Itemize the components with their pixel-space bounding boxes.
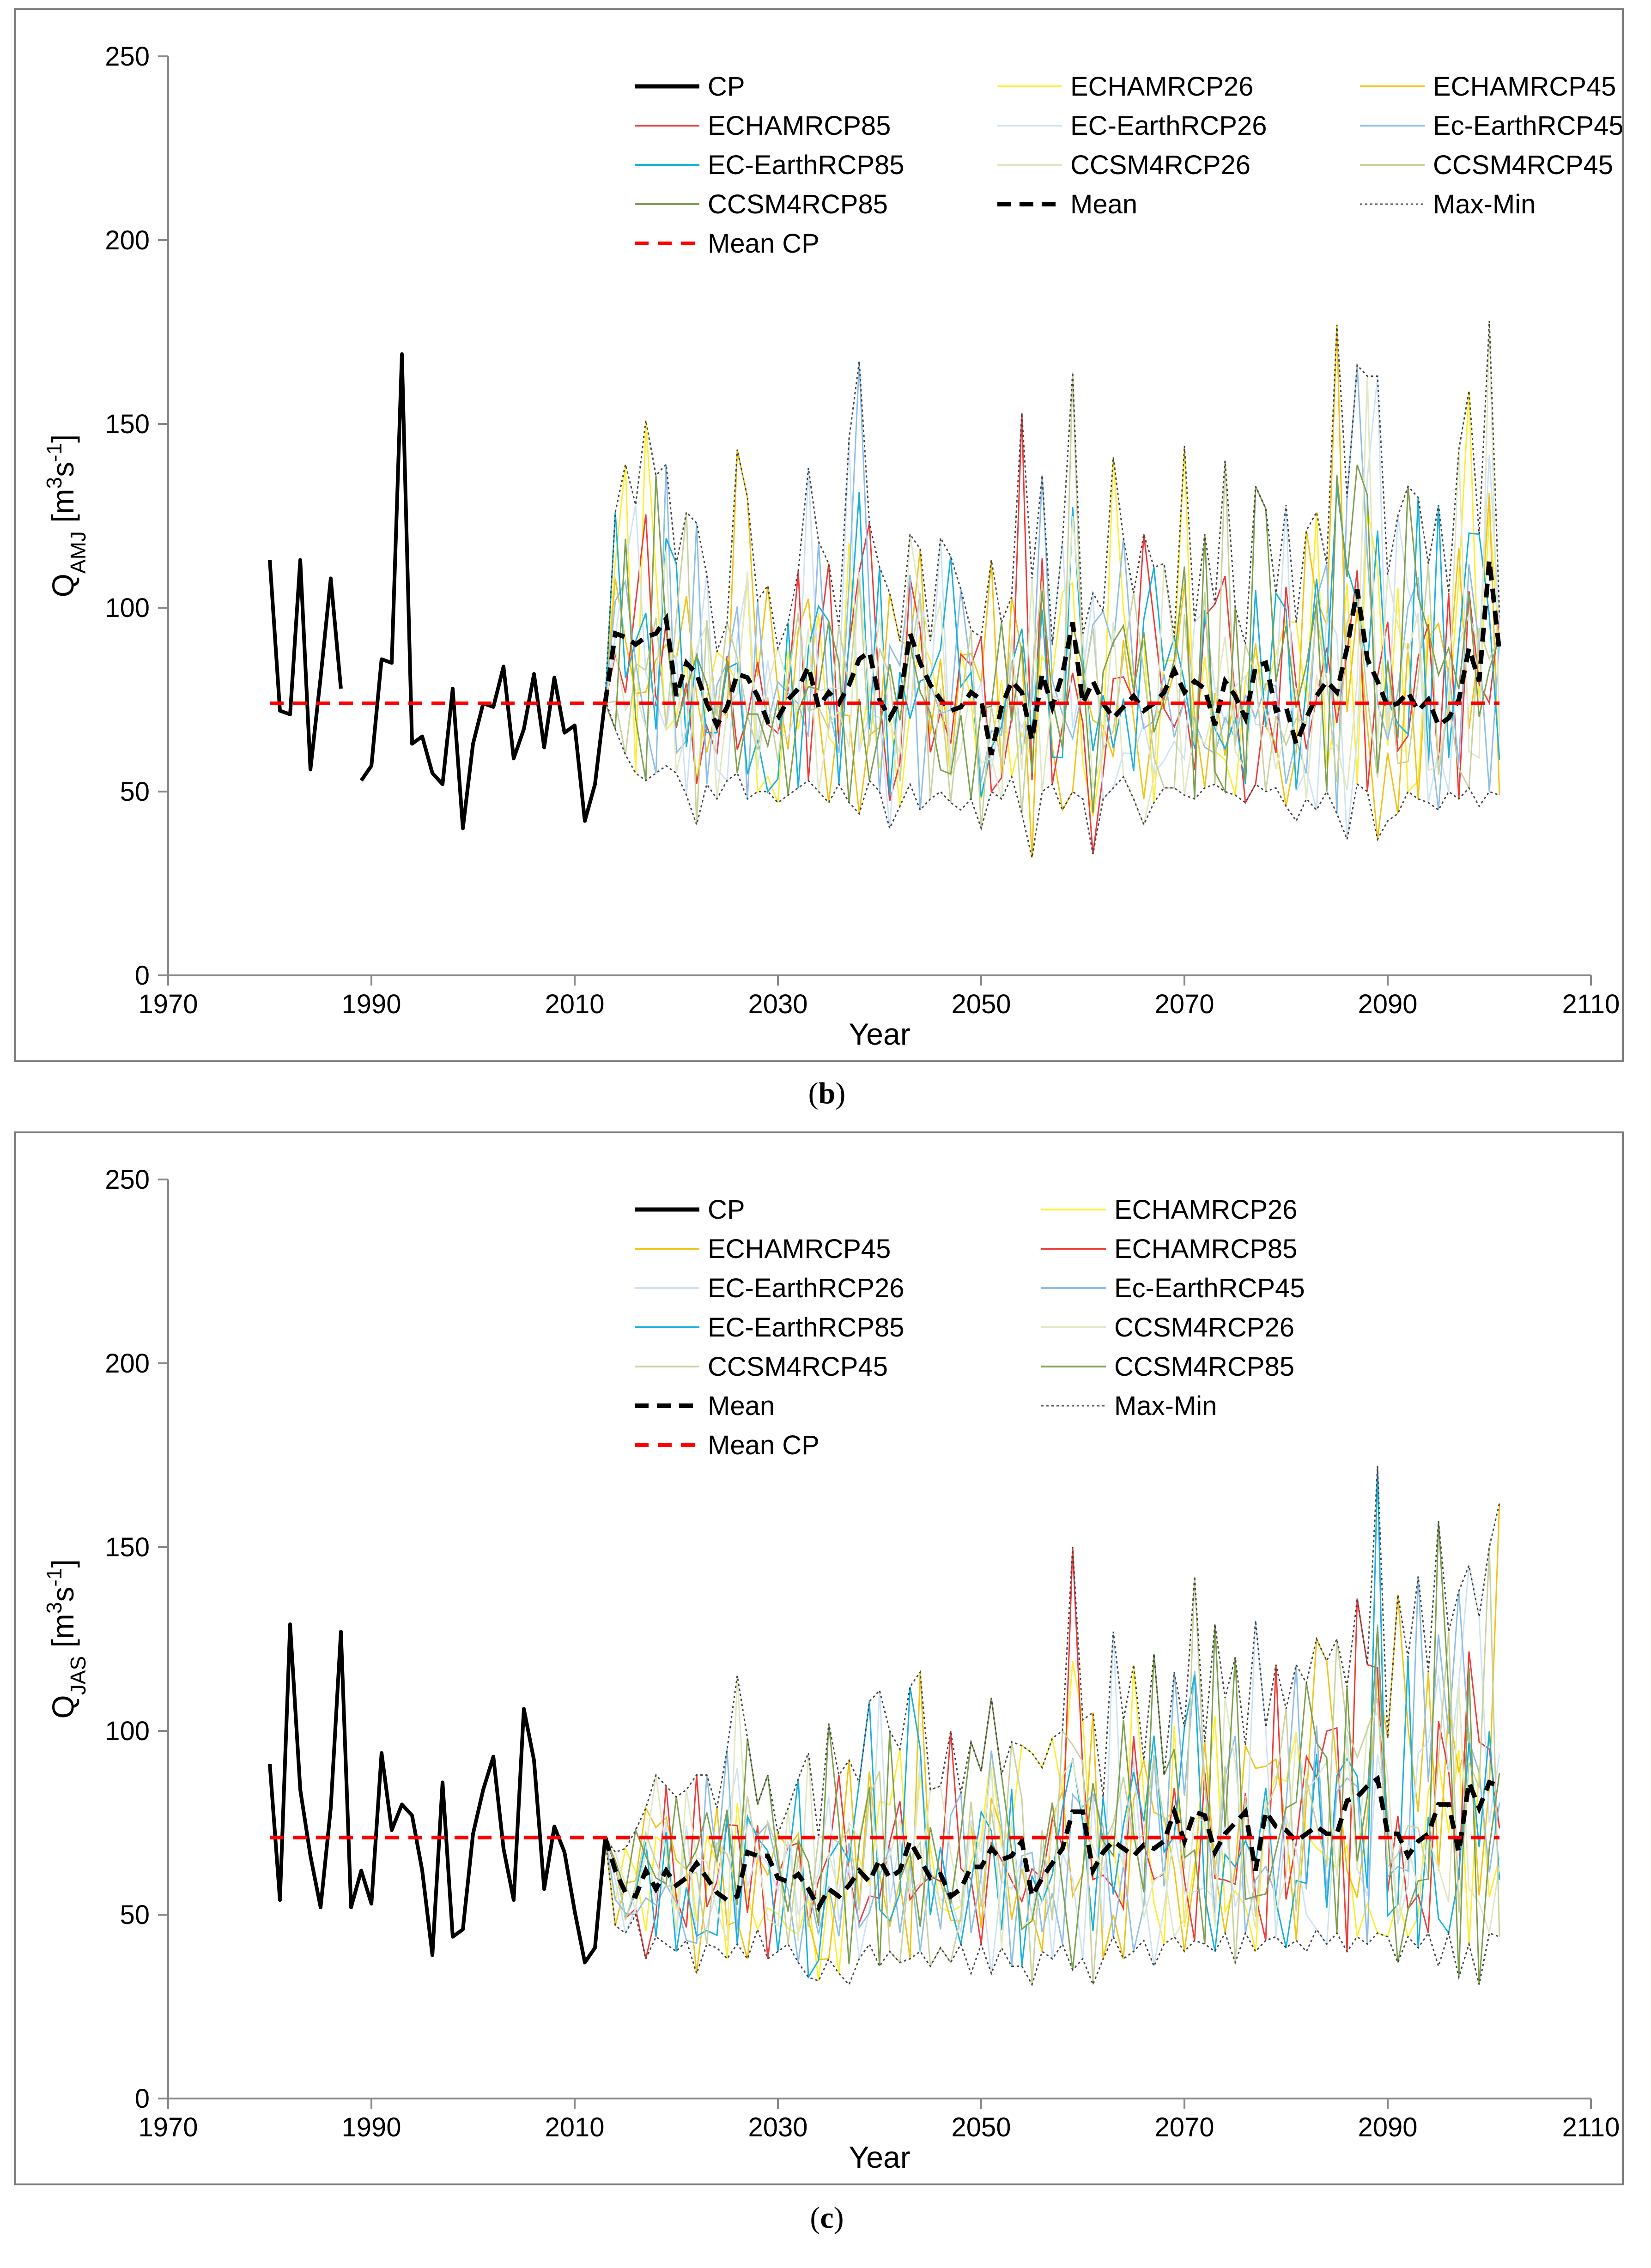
x-tick-label: 2070 [1154,2112,1214,2142]
legend-label: CCSM4RCP45 [1433,150,1613,180]
chart-b: 0 50 100 150 200 250 1970 1990 2010 2030 2050 2070 2… [42,42,1622,1051]
series-echamrcp45 [604,325,1500,858]
legend-label: Max-Min [1114,1391,1217,1421]
series-min [604,699,1500,858]
legend-label: Mean CP [708,1430,819,1460]
legend-label: Max-Min [1433,189,1536,219]
legend-label: Mean CP [708,229,819,259]
series-ec-earthrcp45 [604,361,1500,814]
legend-label: CP [708,1195,745,1225]
y-tick-label: 200 [105,225,150,255]
y-tick-label: 200 [105,1349,150,1379]
series-mean [603,559,1502,756]
x-axis-label: Year [849,2140,910,2174]
legend-label: ECHAMRCP26 [1070,72,1253,102]
legend-label: CP [708,72,745,102]
y-tick-label: 250 [105,1165,150,1195]
y-tick-label: 150 [105,409,150,439]
y-axis-label: QAMJ [m3s-1] [42,435,90,598]
series-ccsm4rcp85 [604,1521,1500,1985]
legend-label: ECHAMRCP85 [708,111,891,141]
legend-label: ECHAMRCP26 [1114,1195,1297,1225]
x-tick-label: 2010 [545,989,604,1019]
x-axis-label: Year [849,1017,910,1051]
series-max [604,321,1500,700]
legend-label: EC-EarthRCP26 [1070,111,1267,141]
legend-label: Ec-EarthRCP45 [1433,111,1622,141]
x-tick-label: 1970 [138,989,198,1019]
series-min [604,1837,1500,1987]
x-tick-label: 2110 [1562,2112,1620,2142]
legend-label: Ec-EarthRCP45 [1114,1273,1305,1303]
y-tick-label: 150 [105,1532,150,1562]
x-tick-label: 1990 [341,2112,401,2142]
legend-label: CCSM4RCP45 [708,1352,888,1382]
x-tick-label: 1990 [341,989,401,1019]
caption-b: (b) [808,1077,846,1110]
caption-c: (c) [810,2201,844,2235]
chart-c: 0 50 100 150 200 250 1970 1990 2010 2030 2050 2070 2… [42,1165,1620,2174]
chart-panel-b: 0 50 100 150 200 250 1970 1990 2010 2030 2050 2070 2… [14,8,1624,1062]
legend-label: EC-EarthRCP26 [708,1273,904,1303]
legend-label: CCSM4RCP26 [1114,1312,1294,1343]
legend-label: CCSM4RCP85 [708,189,888,219]
y-tick-label: 100 [105,1716,150,1746]
x-tick-label: 2050 [951,2112,1011,2142]
series-ec-earthrcp85 [604,1466,1500,1980]
x-tick-label: 2050 [951,989,1011,1019]
x-tick-label: 2110 [1562,989,1620,1019]
legend-label: EC-EarthRCP85 [708,150,904,180]
legend-label: Mean [1070,189,1137,219]
legend-label: CCSM4RCP26 [1070,150,1250,180]
y-tick-label: 0 [135,961,150,991]
legend-label: EC-EarthRCP85 [708,1312,904,1343]
y-tick-label: 250 [105,42,150,72]
series-cp [359,352,607,830]
x-tick-label: 2030 [748,2112,807,2142]
series-echamrcp26 [604,1661,1500,1981]
y-tick-label: 100 [105,593,150,623]
y-tick-label: 0 [135,2084,150,2114]
series-max [604,1466,1500,1853]
y-tick-label: 50 [120,1900,150,1930]
plot-area [268,1466,1500,1987]
legend: CP ECHAMRCP26 ECHAMRCP45 ECHAMRCP85 EC-Earth… [635,1195,1305,1460]
legend: CP ECHAMRCP26 ECHAMRCP45 ECHAMRCP85 EC-Earth… [635,72,1622,259]
x-tick-label: 1970 [138,2112,198,2142]
x-tick-label: 2010 [545,2112,604,2142]
x-tick-label: 2090 [1358,989,1417,1019]
chart-panel-c: 0 50 100 150 200 250 1970 1990 2010 2030 2050 2070 2… [14,1131,1624,2185]
series-ec-earthrcp85 [604,487,1500,797]
x-tick-label: 2090 [1358,2112,1417,2142]
series-cp [268,558,343,772]
plot-area [268,321,1502,858]
legend-label: Mean [708,1391,775,1421]
legend-label: CCSM4RCP85 [1114,1352,1294,1382]
series-cp [268,1622,607,1965]
legend-label: ECHAMRCP45 [1433,72,1616,102]
legend-label: ECHAMRCP85 [1114,1234,1297,1264]
y-tick-label: 50 [120,777,150,807]
legend-label: ECHAMRCP45 [708,1234,891,1264]
series-ccsm4rcp85 [604,464,1500,813]
x-tick-label: 2070 [1154,989,1214,1019]
series-mean [603,1773,1500,1912]
x-tick-label: 2030 [748,989,807,1019]
y-axis-label: QJAS [m3s-1] [42,1559,90,1718]
